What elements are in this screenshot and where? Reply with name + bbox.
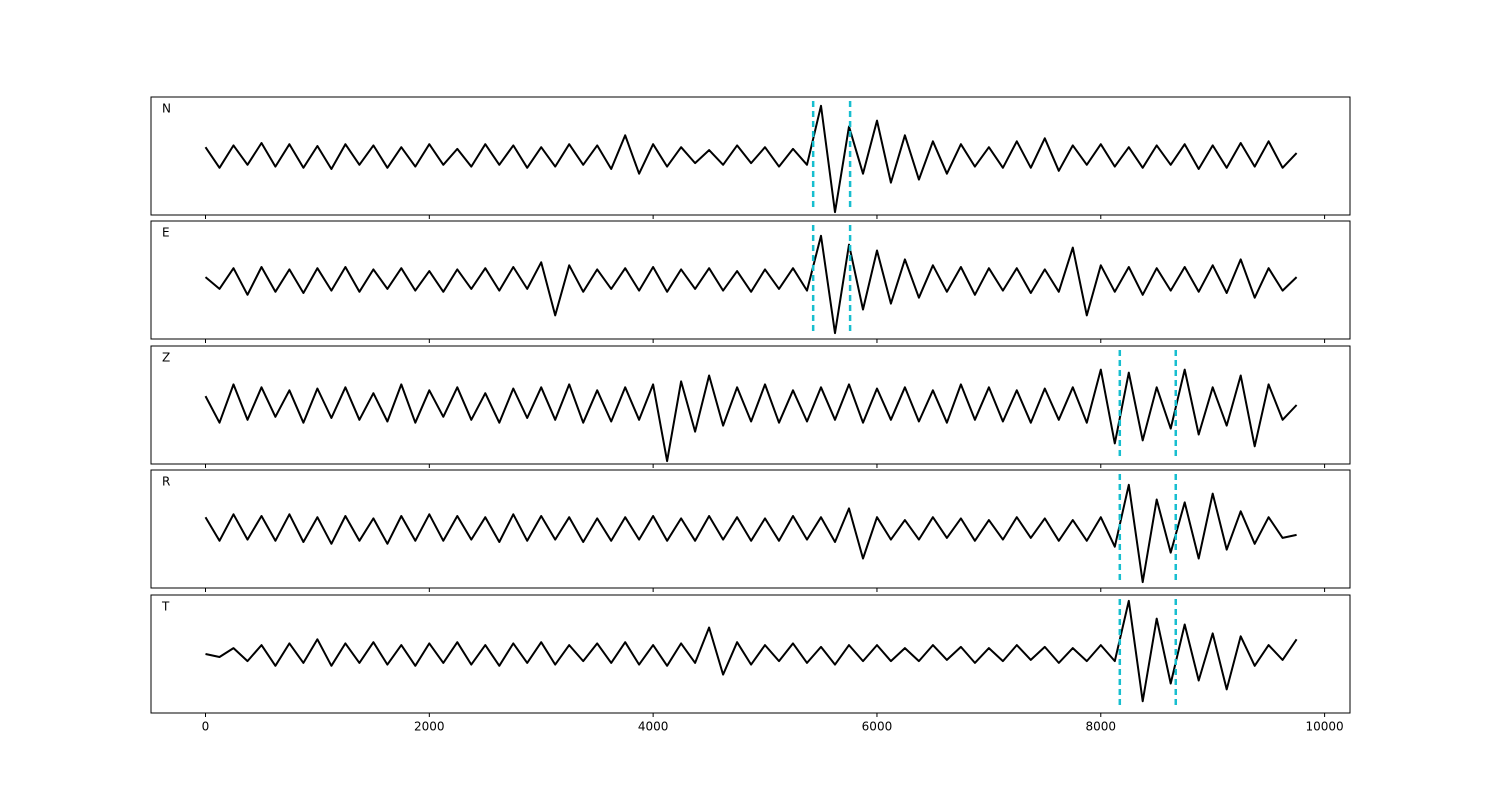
trace [204, 234, 1298, 335]
trace [204, 368, 1298, 463]
x-tick-label: 4000 [638, 720, 669, 734]
x-tick-label: 2000 [414, 720, 445, 734]
panel-label: T [161, 600, 170, 614]
panel-label: Z [162, 351, 170, 365]
panel-label: N [162, 102, 171, 116]
panel-frame [150, 96, 1351, 216]
trace [205, 599, 1298, 703]
panel-frame [150, 345, 1351, 465]
panel-label: E [162, 226, 170, 240]
panel-label: R [162, 475, 170, 489]
x-tick-label: 10000 [1306, 720, 1344, 734]
x-tick-label: 8000 [1086, 720, 1117, 734]
panel-frame [150, 594, 1351, 714]
panel-frame [150, 220, 1351, 340]
trace [204, 483, 1297, 584]
x-tick-label: 0 [202, 720, 210, 734]
trace [204, 104, 1298, 214]
x-tick-label: 6000 [862, 720, 893, 734]
panel-frame [150, 469, 1351, 589]
